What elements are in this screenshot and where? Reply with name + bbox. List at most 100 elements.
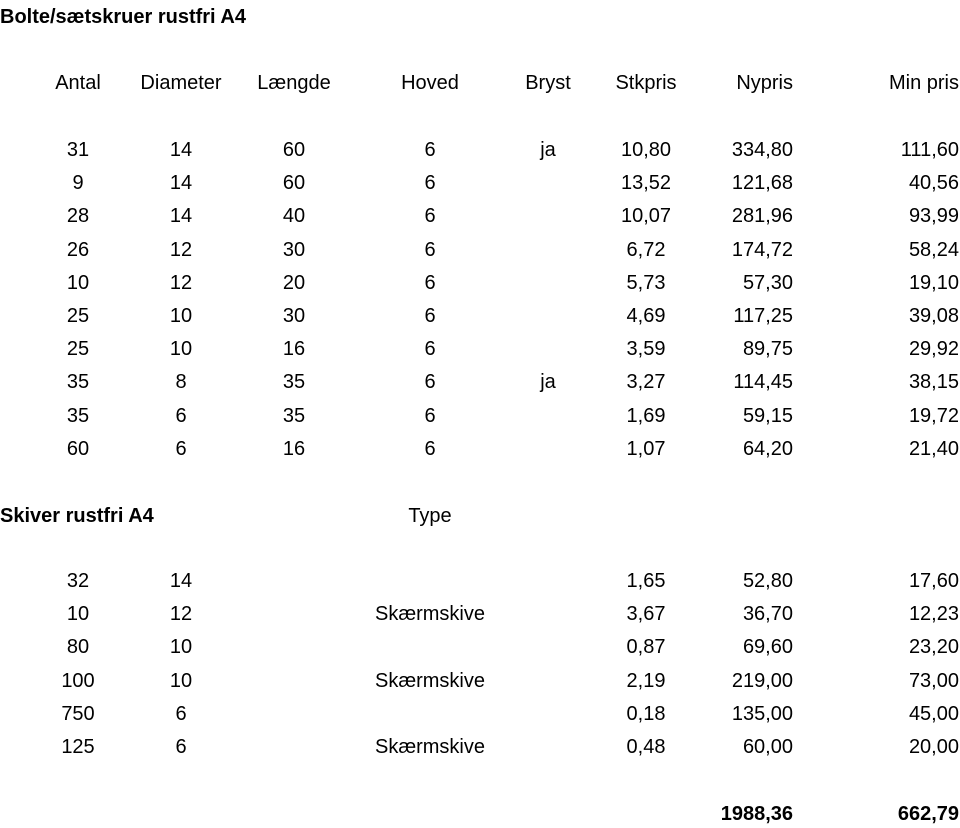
table-cell: 31 bbox=[66, 139, 90, 161]
section-title: Bolte/sætskruer rustfri A4 bbox=[0, 6, 246, 28]
column-header: Diameter bbox=[140, 72, 222, 94]
total: 1988,36 bbox=[720, 803, 793, 825]
table-cell: 10 bbox=[66, 603, 90, 626]
table-cell: 20 bbox=[282, 271, 306, 294]
table-cell: 10 bbox=[169, 636, 193, 659]
column-header: Længde bbox=[257, 72, 331, 94]
table-cell: 6 bbox=[424, 338, 436, 361]
table-cell: 0,18 bbox=[626, 702, 666, 725]
table-cell: 1,07 bbox=[626, 437, 666, 460]
table-cell: 6 bbox=[424, 238, 436, 261]
table-cell: 6 bbox=[175, 702, 187, 725]
table-cell: 60,00 bbox=[742, 736, 793, 758]
table-cell: 4,69 bbox=[626, 305, 666, 327]
table-cell: 58,24 bbox=[908, 238, 959, 261]
table-cell: 14 bbox=[169, 205, 193, 228]
table-cell: 60 bbox=[66, 437, 90, 460]
table-cell: 64,20 bbox=[742, 437, 793, 460]
table-cell: Skærmskive bbox=[374, 736, 486, 758]
column-header: Bryst bbox=[525, 72, 571, 94]
table-cell: 60 bbox=[282, 172, 306, 195]
column-header: Type bbox=[408, 505, 452, 527]
table-cell: 281,96 bbox=[731, 205, 793, 228]
table-cell: 13,52 bbox=[620, 172, 672, 195]
table-cell: 12,23 bbox=[908, 603, 959, 626]
table-cell: 14 bbox=[169, 570, 193, 592]
table-cell: 3,27 bbox=[626, 371, 666, 394]
table-cell: 52,80 bbox=[742, 570, 793, 592]
table-cell: 32 bbox=[66, 570, 90, 592]
table-cell: 35 bbox=[66, 404, 90, 427]
table-cell: 16 bbox=[282, 338, 306, 361]
table-cell: 10 bbox=[169, 305, 193, 327]
table-cell: 6 bbox=[175, 404, 187, 427]
table-cell: 10,07 bbox=[620, 205, 672, 228]
column-header: Min pris bbox=[888, 72, 959, 94]
table-cell: 89,75 bbox=[742, 338, 793, 361]
section-title: Skiver rustfri A4 bbox=[0, 505, 154, 527]
table-cell: 6 bbox=[424, 371, 436, 394]
table-cell: 6 bbox=[424, 271, 436, 294]
table-cell: 25 bbox=[66, 305, 90, 327]
table-cell: 0,48 bbox=[626, 736, 666, 758]
table-cell: 35 bbox=[282, 404, 306, 427]
table-cell: 93,99 bbox=[908, 205, 959, 228]
table-cell: Skærmskive bbox=[374, 603, 486, 626]
table-cell: 40 bbox=[282, 205, 306, 228]
column-header: Hoved bbox=[401, 72, 459, 94]
table-cell: 29,92 bbox=[908, 338, 959, 361]
table-cell: 121,68 bbox=[731, 172, 793, 195]
column-header: Nypris bbox=[736, 72, 793, 94]
table-cell: 9 bbox=[72, 172, 84, 195]
table-cell: 3,67 bbox=[626, 603, 666, 626]
table-cell: 6 bbox=[175, 437, 187, 460]
table-cell: 30 bbox=[282, 238, 306, 261]
table-cell: 19,72 bbox=[908, 404, 959, 427]
table-cell: 10 bbox=[169, 338, 193, 361]
table-cell: 23,20 bbox=[908, 636, 959, 659]
table-cell: 5,73 bbox=[626, 271, 666, 294]
table-cell: 6 bbox=[424, 437, 436, 460]
table-cell: ja bbox=[540, 139, 556, 161]
table-cell: 135,00 bbox=[731, 702, 793, 725]
table-cell: 16 bbox=[282, 437, 306, 460]
table-cell: 36,70 bbox=[742, 603, 793, 626]
table-cell: 6 bbox=[424, 172, 436, 195]
table-cell: 30 bbox=[282, 305, 306, 327]
table-cell: 12 bbox=[169, 271, 193, 294]
table-cell: 125 bbox=[61, 736, 95, 758]
column-header: Antal bbox=[55, 72, 101, 94]
table-cell: Skærmskive bbox=[374, 669, 486, 692]
table-cell: 10 bbox=[66, 271, 90, 294]
table-cell: 117,25 bbox=[733, 305, 793, 327]
table-cell: 10 bbox=[169, 669, 193, 692]
table-cell: 38,15 bbox=[908, 371, 959, 394]
table-cell: 40,56 bbox=[908, 172, 959, 195]
table-cell: 1,65 bbox=[626, 570, 666, 592]
table-cell: 57,30 bbox=[742, 271, 793, 294]
table-cell: 12 bbox=[169, 238, 193, 261]
table-cell: 25 bbox=[66, 338, 90, 361]
table-cell: 45,00 bbox=[908, 702, 959, 725]
table-cell: 219,00 bbox=[731, 669, 793, 692]
table-cell: 14 bbox=[169, 139, 193, 161]
table-cell: 20,00 bbox=[908, 736, 959, 758]
table-cell: ja bbox=[540, 371, 556, 394]
table-cell: 114,45 bbox=[733, 371, 793, 394]
table-cell: 6,72 bbox=[626, 238, 666, 261]
table-cell: 3,59 bbox=[626, 338, 666, 361]
table-cell: 6 bbox=[424, 139, 436, 161]
table-cell: 28 bbox=[66, 205, 90, 228]
table-cell: 14 bbox=[169, 172, 193, 195]
table-cell: 69,60 bbox=[742, 636, 793, 659]
table-cell: 59,15 bbox=[742, 404, 793, 427]
table-cell: 334,80 bbox=[731, 139, 793, 161]
table-cell: 12 bbox=[169, 603, 193, 626]
table-cell: 6 bbox=[175, 736, 187, 758]
table-cell: 1,69 bbox=[626, 404, 666, 427]
table-cell: 100 bbox=[61, 669, 95, 692]
table-cell: 80 bbox=[66, 636, 90, 659]
table-cell: 73,00 bbox=[908, 669, 959, 692]
table-cell: 174,72 bbox=[731, 238, 793, 261]
